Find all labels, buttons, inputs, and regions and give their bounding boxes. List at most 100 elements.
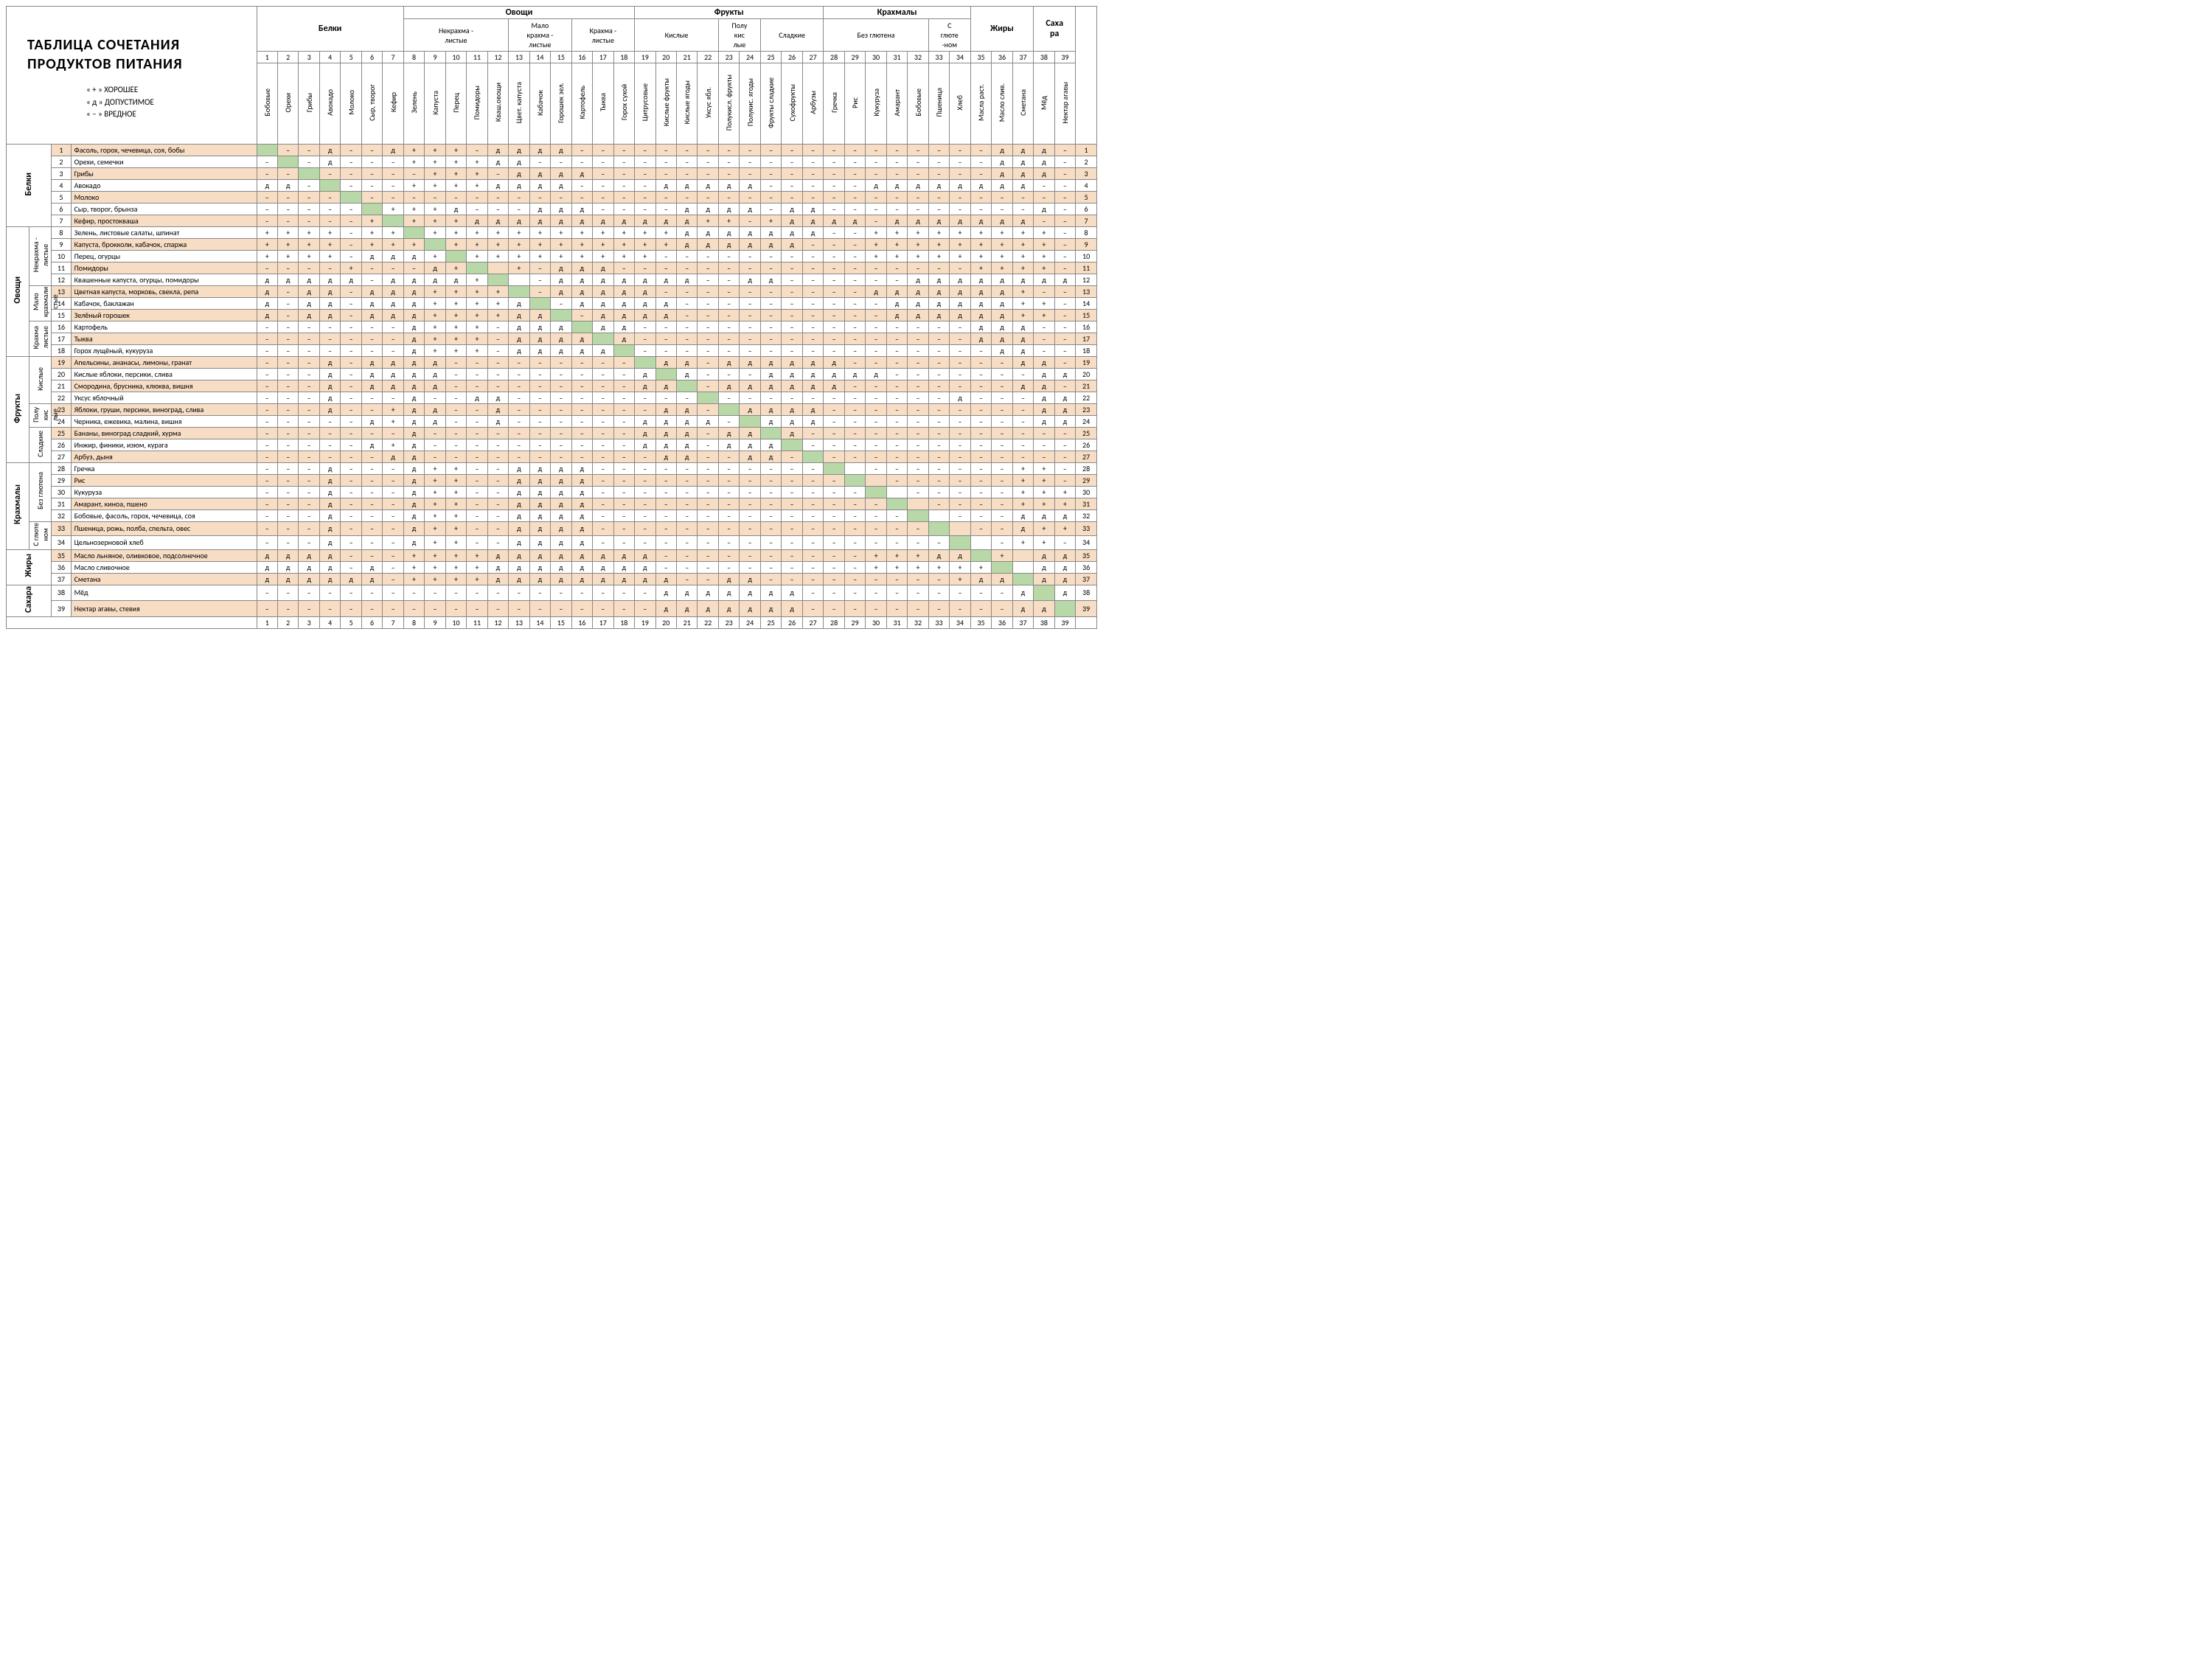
cell: – — [844, 262, 865, 274]
cell: – — [760, 487, 781, 498]
cell: д — [950, 549, 971, 561]
data-row: 24Черника, ежевика, малина, вишня–––––д+… — [7, 416, 1097, 428]
cell: – — [970, 439, 991, 451]
cell: – — [613, 392, 635, 404]
cell: + — [403, 180, 424, 192]
cell: д — [571, 215, 592, 227]
cell: – — [1012, 439, 1033, 451]
cell: – — [299, 380, 319, 392]
cell: – — [886, 573, 907, 585]
cell: – — [635, 463, 655, 475]
cell: д — [802, 215, 824, 227]
cell: – — [886, 274, 907, 286]
cell: + — [467, 251, 487, 262]
cell: д — [655, 451, 676, 463]
cell: д — [740, 227, 760, 239]
cell: – — [908, 345, 928, 357]
cell: д — [886, 180, 907, 192]
cell: д — [676, 180, 697, 192]
cell: – — [1012, 428, 1033, 439]
cell: – — [319, 428, 340, 439]
cell: – — [257, 451, 277, 463]
cell: + — [529, 251, 550, 262]
cell: – — [866, 573, 886, 585]
cell: – — [341, 451, 361, 463]
cell — [1012, 561, 1033, 573]
cell: – — [551, 601, 571, 617]
cell: – — [635, 392, 655, 404]
col-num: 27 — [802, 52, 824, 63]
cell: – — [718, 298, 739, 310]
cell: – — [802, 439, 824, 451]
cell: д — [257, 573, 277, 585]
cell: – — [886, 535, 907, 549]
cell: – — [509, 404, 529, 416]
cell: – — [992, 522, 1012, 536]
cell: + — [425, 145, 445, 156]
cell: д — [718, 573, 739, 585]
cell: д — [509, 535, 529, 549]
cell: + — [425, 535, 445, 549]
cell: д — [361, 251, 382, 262]
cell: д — [403, 310, 424, 321]
row-num-right: 7 — [1076, 215, 1097, 227]
row-name: Сметана — [71, 573, 257, 585]
row-num: 29 — [52, 475, 71, 487]
col-num: 10 — [445, 52, 466, 63]
cell — [509, 274, 529, 286]
col-subgroup: Полукислые — [718, 19, 760, 52]
cell: – — [1054, 156, 1075, 168]
data-row: 37Сметанадддддд–++++ддддддддд––дд–––––––… — [7, 573, 1097, 585]
cell: д — [277, 180, 298, 192]
cell: – — [277, 286, 298, 298]
cell: – — [824, 475, 844, 487]
cell: д — [403, 274, 424, 286]
row-num: 26 — [52, 439, 71, 451]
cell: – — [802, 535, 824, 549]
cell: д — [802, 416, 824, 428]
data-row: 15Зелёный горошекд–дд–ддд++++дд–дддд––––… — [7, 310, 1097, 321]
cell: – — [613, 156, 635, 168]
row-num-right: 39 — [1076, 601, 1097, 617]
cell: д — [1012, 333, 1033, 345]
cell: – — [361, 522, 382, 536]
cell: – — [1054, 310, 1075, 321]
cell: + — [467, 321, 487, 333]
cell: – — [361, 451, 382, 463]
title-cell: ТАБЛИЦА СОЧЕТАНИЯПРОДУКТОВ ПИТАНИЯ« + » … — [7, 7, 257, 145]
cell: – — [698, 251, 718, 262]
cell: – — [992, 192, 1012, 204]
cell: + — [950, 573, 971, 585]
cell: – — [655, 251, 676, 262]
cell: д — [571, 345, 592, 357]
cell: – — [970, 451, 991, 463]
cell: д — [403, 463, 424, 475]
cell: – — [571, 451, 592, 463]
cell: – — [299, 215, 319, 227]
cell: – — [928, 439, 949, 451]
cell: – — [467, 192, 487, 204]
cell: – — [1012, 392, 1033, 404]
cell: – — [529, 192, 550, 204]
cell: д — [361, 561, 382, 573]
col-name: Картофель — [571, 63, 592, 145]
cell: д — [950, 215, 971, 227]
cell: – — [886, 145, 907, 156]
cell: д — [970, 321, 991, 333]
cell: д — [509, 463, 529, 475]
footer-row: 1234567891011121314151617181920212223242… — [7, 616, 1097, 628]
cell: – — [551, 298, 571, 310]
cell: + — [467, 180, 487, 192]
col-name: Кислые ягоды — [676, 63, 697, 145]
cell: д — [257, 274, 277, 286]
cell: – — [1054, 345, 1075, 357]
cell: – — [824, 168, 844, 180]
cell: – — [844, 439, 865, 451]
cell: + — [1012, 310, 1033, 321]
col-num-bottom: 29 — [844, 616, 865, 628]
cell: – — [760, 204, 781, 215]
cell: – — [1034, 180, 1054, 192]
cell: – — [740, 168, 760, 180]
cell — [950, 535, 971, 549]
cell: д — [782, 227, 802, 239]
